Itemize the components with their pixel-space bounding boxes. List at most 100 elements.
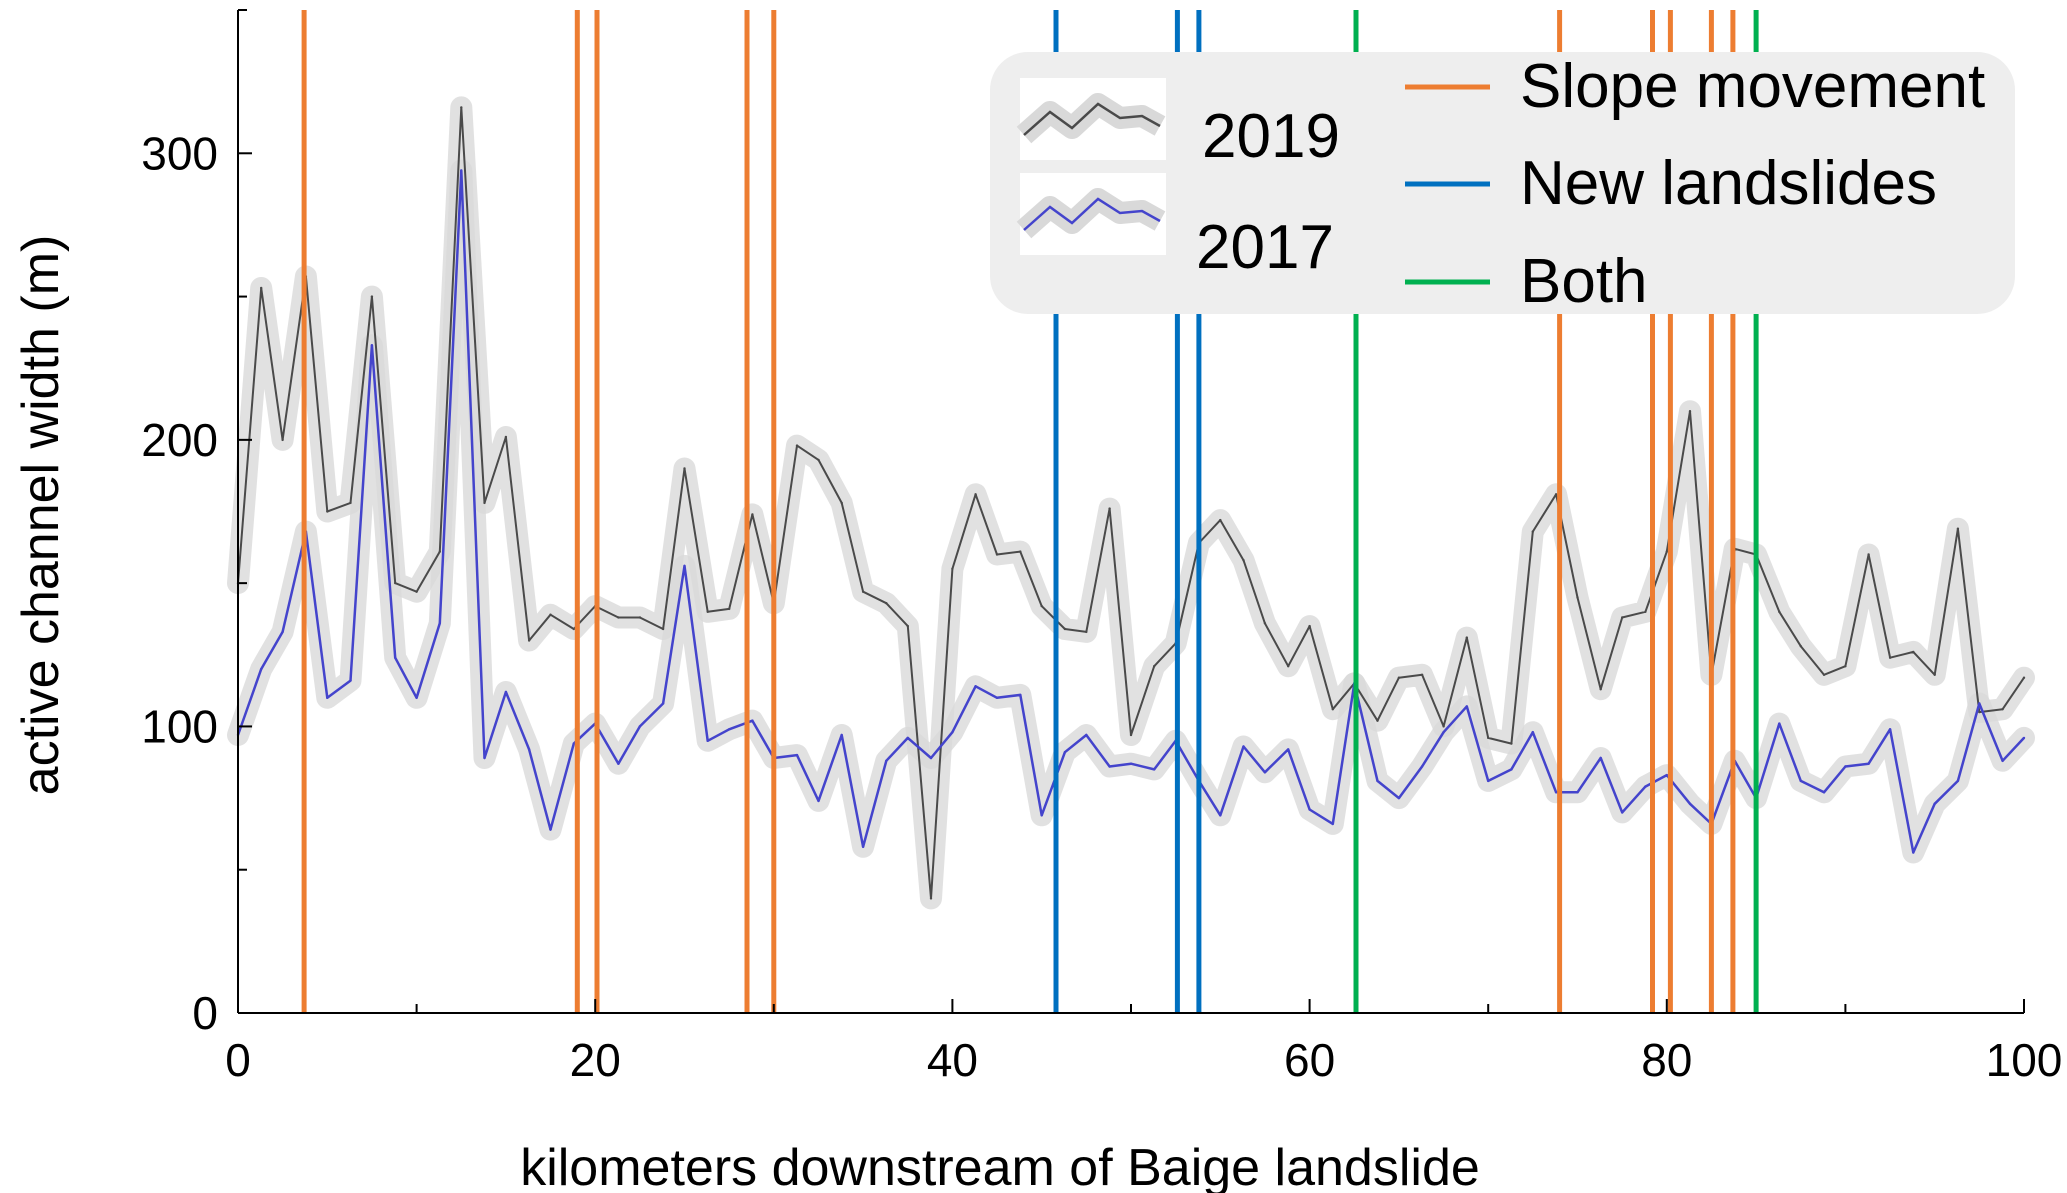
point-2017-44 — [1219, 814, 1222, 817]
legend-swatch-line-2017 — [1023, 197, 1161, 231]
point-2017-36 — [1040, 814, 1043, 817]
point-2017-33 — [974, 685, 977, 688]
point-2017-54 — [1442, 731, 1445, 734]
point-2017-73 — [1867, 762, 1870, 765]
point-2019-56 — [1487, 736, 1490, 740]
point-2019-75 — [1912, 650, 1915, 654]
point-2017-74 — [1888, 728, 1892, 731]
point-2017-11 — [483, 756, 486, 760]
point-2017-57 — [1510, 768, 1513, 771]
point-2019-72 — [1844, 665, 1847, 668]
point-2017-52 — [1397, 796, 1401, 800]
legend-label-2017: 2017 — [1196, 213, 1334, 282]
x-tick-label-40: 40 — [927, 1034, 978, 1086]
point-2019-51 — [1376, 719, 1379, 722]
point-2017-72 — [1844, 765, 1847, 768]
point-2019-30 — [906, 624, 909, 628]
point-2019-22 — [728, 607, 731, 611]
legend-swatches — [1016, 78, 1490, 285]
point-2017-39 — [1108, 765, 1111, 768]
point-2019-32 — [951, 567, 954, 570]
point-2017-70 — [1799, 779, 1803, 783]
point-2019-76 — [1933, 673, 1936, 676]
point-2019-62 — [1621, 616, 1624, 619]
point-2017-65 — [1688, 802, 1692, 805]
point-2019-23 — [751, 513, 754, 516]
point-2019-20 — [683, 467, 686, 470]
point-2019-28 — [861, 590, 865, 593]
point-2019-45 — [1242, 559, 1245, 562]
point-2019-41 — [1153, 665, 1156, 668]
point-2019-14 — [549, 613, 552, 616]
point-2017-8 — [415, 696, 418, 699]
point-2019-63 — [1644, 610, 1647, 613]
x-tick-label-80: 80 — [1641, 1034, 1692, 1086]
point-2019-59 — [1554, 493, 1558, 496]
point-2017-7 — [394, 656, 397, 659]
legend-box — [990, 52, 2015, 314]
point-2017-21 — [706, 739, 709, 742]
point-2017-76 — [1933, 802, 1936, 805]
point-2019-48 — [1308, 624, 1311, 628]
legend-label-2019: 2019 — [1202, 102, 1340, 171]
point-2019-7 — [394, 581, 397, 585]
point-2017-37 — [1063, 751, 1067, 754]
point-2017-38 — [1085, 733, 1088, 737]
point-2019-13 — [527, 639, 531, 642]
point-2017-27 — [840, 733, 843, 737]
point-2019-54 — [1442, 725, 1445, 728]
point-2017-69 — [1778, 722, 1781, 725]
point-2019-33 — [974, 493, 977, 496]
point-2019-4 — [326, 510, 329, 513]
point-2017-71 — [1822, 791, 1826, 794]
point-2017-40 — [1129, 762, 1133, 765]
y-tick-label-0: 0 — [192, 987, 218, 1039]
point-2019-38 — [1085, 630, 1088, 634]
point-2019-19 — [661, 627, 665, 631]
point-2017-55 — [1465, 705, 1469, 708]
point-2019-55 — [1465, 636, 1469, 639]
point-2019-18 — [638, 616, 642, 619]
point-2019-37 — [1063, 627, 1067, 631]
point-2019-65 — [1688, 410, 1692, 413]
x-tick-label-20: 20 — [570, 1034, 621, 1086]
point-2019-70 — [1799, 645, 1803, 648]
point-2017-20 — [683, 564, 686, 568]
point-2017-15 — [572, 742, 575, 745]
y-tick-label-100: 100 — [141, 700, 218, 752]
point-2019-78 — [1978, 710, 1981, 714]
point-2017-30 — [906, 736, 909, 740]
point-2019-52 — [1397, 676, 1401, 679]
point-2019-57 — [1510, 742, 1513, 745]
point-2017-56 — [1487, 779, 1490, 783]
point-2019-26 — [817, 458, 820, 462]
point-2019-2 — [281, 438, 284, 442]
point-2017-4 — [326, 696, 329, 699]
y-tick-label-200: 200 — [141, 414, 218, 466]
point-2017-77 — [1956, 779, 1960, 783]
point-2019-25 — [795, 444, 799, 447]
point-2019-80 — [2022, 676, 2026, 679]
point-2017-46 — [1263, 771, 1267, 774]
point-2017-79 — [2001, 759, 2004, 762]
point-2019-44 — [1219, 518, 1222, 522]
point-2017-64 — [1665, 773, 1669, 777]
point-2019-15 — [572, 627, 575, 631]
point-2017-1 — [260, 667, 263, 671]
point-2017-2 — [281, 630, 284, 634]
point-2017-9 — [438, 622, 441, 625]
point-2017-19 — [661, 702, 665, 705]
axes — [237, 9, 2025, 1014]
point-2019-74 — [1888, 656, 1892, 659]
point-2017-60 — [1576, 791, 1579, 794]
point-2019-29 — [885, 602, 888, 605]
point-2017-58 — [1531, 731, 1535, 734]
point-2019-79 — [2001, 708, 2004, 711]
point-2017-14 — [549, 828, 552, 831]
point-2019-21 — [706, 610, 709, 613]
point-2019-73 — [1867, 553, 1870, 556]
point-2017-32 — [951, 731, 954, 734]
point-2017-53 — [1420, 765, 1424, 768]
legend-swatch-line-2019 — [1023, 102, 1161, 136]
